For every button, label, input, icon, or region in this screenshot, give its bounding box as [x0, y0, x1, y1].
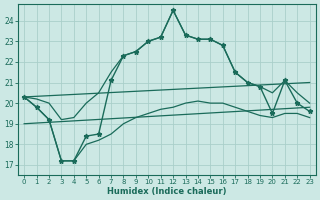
X-axis label: Humidex (Indice chaleur): Humidex (Indice chaleur): [107, 187, 227, 196]
